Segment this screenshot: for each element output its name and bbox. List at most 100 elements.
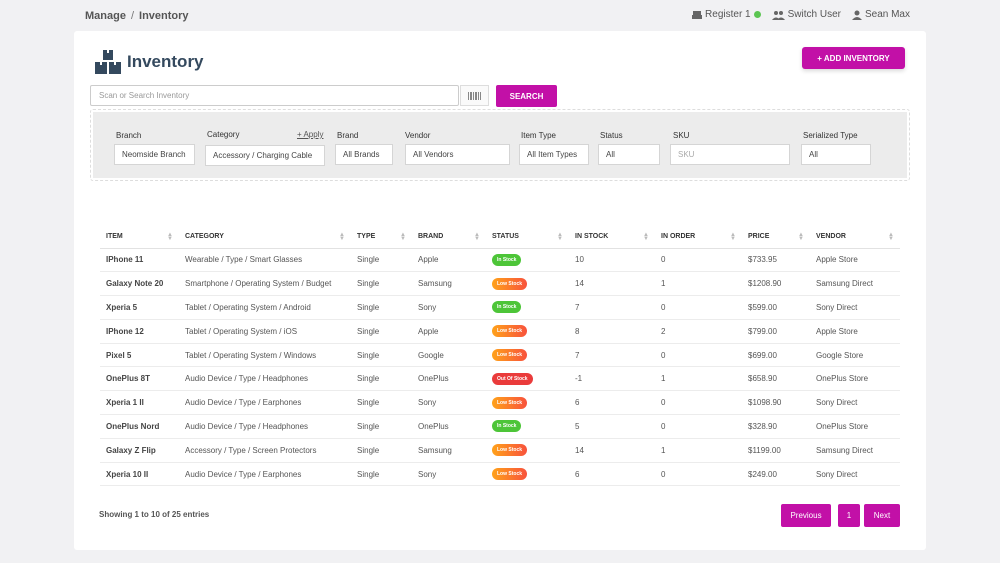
column-header[interactable]: ITEM ▲ ▼ xyxy=(100,226,179,249)
in-stock-cell: 10 xyxy=(569,248,655,273)
vendor-cell: Sony Direct xyxy=(810,295,900,320)
status-select[interactable]: All xyxy=(598,144,660,165)
column-header[interactable]: IN STOCK ▲ ▼ xyxy=(569,226,655,249)
branch-select[interactable]: Neomside Branch xyxy=(114,144,195,165)
barcode-scan-button[interactable] xyxy=(460,85,489,106)
serialized-type-select[interactable]: All xyxy=(801,144,871,165)
page-1-button[interactable]: 1 xyxy=(838,504,860,527)
switch-user-button[interactable]: Switch User xyxy=(771,9,841,20)
column-header[interactable]: STATUS ▲ ▼ xyxy=(486,226,569,249)
branch-label: Branch xyxy=(116,131,142,140)
item-cell[interactable]: Xperia 1 II xyxy=(100,390,179,416)
vendor-cell: Sony Direct xyxy=(810,390,900,416)
table-row[interactable]: Galaxy Note 20 Smartphone / Operating Sys… xyxy=(100,271,900,297)
breadcrumb-manage[interactable]: Manage xyxy=(85,10,126,22)
item-cell[interactable]: OnePlus 8T xyxy=(100,366,179,392)
brand-cell: Apple xyxy=(412,319,486,344)
item-cell[interactable]: IPhone 11 xyxy=(100,248,179,273)
user-icon xyxy=(851,10,862,20)
top-bar: Manage / Inventory Register 1 Switch User … xyxy=(0,0,1000,30)
column-header[interactable]: CATEGORY ▲ ▼ xyxy=(179,226,351,249)
in-order-cell: 0 xyxy=(655,248,742,273)
category-cell: Tablet / Operating System / iOS xyxy=(179,319,351,344)
category-select[interactable]: Accessory / Charging Cable xyxy=(205,145,325,166)
table-row[interactable]: OnePlus 8T Audio Device / Type / Headphon… xyxy=(100,366,900,392)
status-badge: Low Stock xyxy=(492,396,528,409)
column-header-label: CATEGORY xyxy=(185,233,224,241)
price-cell: $799.00 xyxy=(742,319,810,344)
price-cell: $1208.90 xyxy=(742,271,810,297)
in-stock-cell: 6 xyxy=(569,462,655,487)
category-cell: Audio Device / Type / Earphones xyxy=(179,462,351,487)
table-row[interactable]: Xperia 1 II Audio Device / Type / Earphon… xyxy=(100,390,900,416)
previous-page-button[interactable]: Previous xyxy=(781,504,831,527)
table-row[interactable]: IPhone 12 Tablet / Operating System / iOS… xyxy=(100,319,900,344)
price-cell: $658.90 xyxy=(742,366,810,392)
next-page-button[interactable]: Next xyxy=(864,504,900,527)
status-cell: Low Stock xyxy=(486,343,569,368)
vendor-cell: OnePlus Store xyxy=(810,414,900,439)
in-stock-cell: 6 xyxy=(569,390,655,416)
column-header[interactable]: PRICE ▲ ▼ xyxy=(742,226,810,249)
type-cell: Single xyxy=(351,271,412,297)
table-row[interactable]: OnePlus Nord Audio Device / Type / Headph… xyxy=(100,414,900,439)
sort-icon: ▲ ▼ xyxy=(167,232,173,242)
item-cell[interactable]: Pixel 5 xyxy=(100,343,179,368)
item-type-label: Item Type xyxy=(521,131,556,140)
inventory-table: ITEM ▲ ▼ CATEGORY ▲ ▼ TYPE ▲ ▼ BRAND ▲ ▼ STATUS ▲ ▼ IN … xyxy=(100,226,900,487)
user-name: Sean Max xyxy=(864,9,910,20)
table-row[interactable]: Galaxy Z Flip Accessory / Type / Screen P… xyxy=(100,438,900,463)
price-cell: $249.00 xyxy=(742,462,810,487)
serialized-type-label: Serialized Type xyxy=(803,131,858,140)
table-row[interactable]: Xperia 10 II Audio Device / Type / Earpho… xyxy=(100,462,900,487)
type-cell: Single xyxy=(351,366,412,392)
status-cell: Low Stock xyxy=(486,462,569,487)
brand-cell: Samsung xyxy=(412,271,486,297)
category-cell: Audio Device / Type / Headphones xyxy=(179,366,351,392)
category-apply-link[interactable]: + Apply xyxy=(297,130,324,139)
column-header[interactable]: BRAND ▲ ▼ xyxy=(412,226,486,249)
table-row[interactable]: Xperia 5 Tablet / Operating System / Andr… xyxy=(100,295,900,320)
status-badge: In Stock xyxy=(492,253,522,266)
category-cell: Tablet / Operating System / Windows xyxy=(179,343,351,368)
column-header[interactable]: VENDOR ▲ ▼ xyxy=(810,226,900,249)
status-badge: In Stock xyxy=(492,420,522,433)
user-menu[interactable]: Sean Max xyxy=(851,9,910,20)
table-row[interactable]: Pixel 5 Tablet / Operating System / Windo… xyxy=(100,343,900,368)
category-cell: Audio Device / Type / Earphones xyxy=(179,390,351,416)
boxes-icon xyxy=(95,50,121,74)
column-header[interactable]: IN ORDER ▲ ▼ xyxy=(655,226,742,249)
item-cell[interactable]: IPhone 12 xyxy=(100,319,179,344)
item-cell[interactable]: Xperia 5 xyxy=(100,295,179,320)
brand-cell: Samsung xyxy=(412,438,486,463)
register-button[interactable]: Register 1 xyxy=(692,9,761,20)
search-button[interactable]: SEARCH xyxy=(496,85,557,107)
pagination-summary: Showing 1 to 10 of 25 entries xyxy=(99,510,210,519)
table-row[interactable]: IPhone 11 Wearable / Type / Smart Glasses… xyxy=(100,248,900,273)
add-inventory-button[interactable]: + ADD INVENTORY xyxy=(802,47,905,69)
price-cell: $328.90 xyxy=(742,414,810,439)
vendor-select[interactable]: All Vendors xyxy=(405,144,510,165)
register-label: Register 1 xyxy=(705,9,751,20)
status-badge: Low Stock xyxy=(492,349,528,362)
item-cell[interactable]: Galaxy Z Flip xyxy=(100,438,179,463)
item-cell[interactable]: OnePlus Nord xyxy=(100,414,179,439)
brand-select[interactable]: All Brands xyxy=(335,144,393,165)
item-cell[interactable]: Galaxy Note 20 xyxy=(100,271,179,297)
column-header[interactable]: TYPE ▲ ▼ xyxy=(351,226,412,249)
item-cell[interactable]: Xperia 10 II xyxy=(100,462,179,487)
search-input[interactable]: Scan or Search Inventory xyxy=(90,85,459,106)
status-badge: Low Stock xyxy=(492,468,528,481)
switch-user-label: Switch User xyxy=(787,9,841,20)
in-order-cell: 2 xyxy=(655,319,742,344)
brand-cell: Google xyxy=(412,343,486,368)
type-cell: Single xyxy=(351,438,412,463)
vendor-cell: Apple Store xyxy=(810,319,900,344)
vendor-cell: Apple Store xyxy=(810,248,900,273)
in-order-cell: 0 xyxy=(655,390,742,416)
column-header-label: ITEM xyxy=(106,233,123,241)
sku-input[interactable]: SKU xyxy=(670,144,790,165)
status-badge: Out Of Stock xyxy=(492,372,533,385)
in-order-cell: 0 xyxy=(655,343,742,368)
item-type-select[interactable]: All Item Types xyxy=(519,144,589,165)
